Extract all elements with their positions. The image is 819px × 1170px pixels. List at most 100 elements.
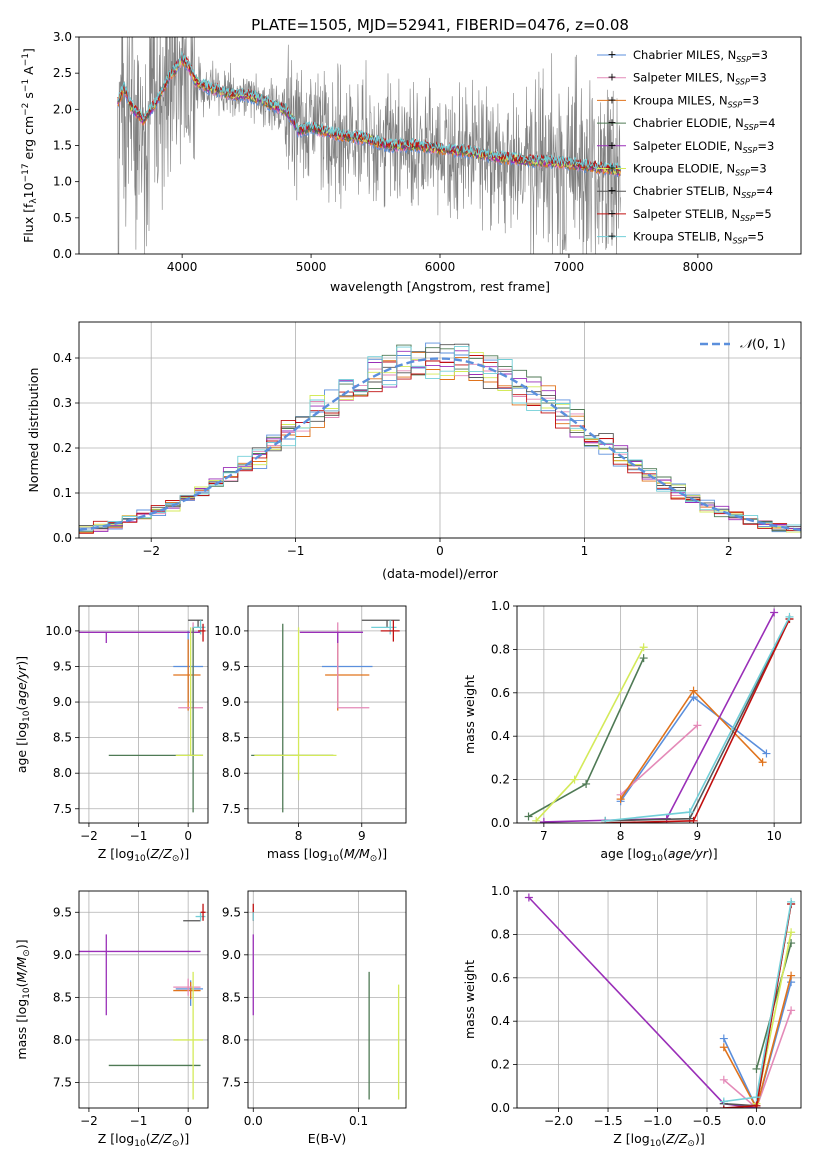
mass_weight_vs_Z-xtick-label-0: −2.0 bbox=[544, 1114, 573, 1128]
age_vs_mass-xtick-label-1: 9 bbox=[358, 829, 366, 843]
age_vs_mass-ytick-label-2: 8.5 bbox=[222, 731, 241, 745]
residuals-xtick-label-4: 2 bbox=[725, 544, 733, 558]
mass_weight_vs_age-ylabel: mass weight bbox=[462, 675, 477, 754]
mass_weight_vs_age-frame bbox=[516, 605, 802, 824]
age_vs_mass-ytick-label-4: 9.5 bbox=[222, 659, 241, 673]
age_vs_Z-ytick-label-2: 8.5 bbox=[53, 731, 72, 745]
mass_weight_vs_age-point-kroupa_miles-0 bbox=[616, 795, 625, 804]
spectrum-plot-area bbox=[117, 37, 621, 254]
age_vs_Z-xtick-label-2: 0 bbox=[184, 829, 192, 843]
legend-label-chabrier_stelib: Chabrier STELIB, NSSP=4 bbox=[633, 184, 773, 200]
age_vs_Z-xtick-label-0: −2 bbox=[80, 829, 98, 843]
age_vs_mass-ytick-label-3: 9.0 bbox=[222, 695, 241, 709]
mass_weight_vs_Z-line-kroupa_stelib bbox=[723, 901, 792, 1103]
mass_weight_vs_Z-point-kroupa_stelib-1 bbox=[752, 1093, 761, 1102]
mass_weight_vs_Z-point-salpeter_miles-2 bbox=[787, 1006, 796, 1015]
legend-marker-salpeter_stelib: + bbox=[607, 207, 616, 220]
legend-label-salpeter_miles: Salpeter MILES, NSSP=3 bbox=[633, 71, 767, 87]
mass_weight_vs_age-point-kroupa_elodie-2 bbox=[639, 643, 648, 652]
mass_weight_vs_age-point-kroupa_miles-2 bbox=[758, 758, 767, 767]
mass_vs_ebv-ytick-label-3: 9.0 bbox=[222, 948, 241, 962]
residuals-xlabel: (data-model)/error bbox=[382, 566, 499, 581]
mass_weight_vs_age-xlabel: age [log10(age/yr)] bbox=[600, 846, 717, 864]
mass_vs_Z-xtick-label-1: −1 bbox=[130, 1114, 148, 1128]
legend-marker-kroupa_miles: + bbox=[607, 93, 616, 106]
mass_weight_vs_Z-line-salpeter_elodie bbox=[528, 896, 757, 1108]
legend-label-salpeter_elodie: Salpeter ELODIE, NSSP=3 bbox=[633, 139, 774, 155]
mass_vs_Z-xtick-label-2: 0 bbox=[184, 1114, 192, 1128]
mass_weight_vs_Z-point-kroupa_miles-0 bbox=[719, 1043, 728, 1052]
spectrum-xtick-label-2: 6000 bbox=[425, 260, 456, 274]
residuals-ytick-label-4: 0.4 bbox=[53, 351, 72, 365]
hist-kroupa_stelib bbox=[79, 346, 801, 531]
mass_vs_ebv-xtick-label-0: 0.0 bbox=[244, 1114, 263, 1128]
mass_weight_vs_Z-line-salpeter_miles bbox=[723, 1010, 792, 1108]
residuals-legend-label: 𝒩(0, 1) bbox=[740, 336, 786, 351]
mass_weight_vs_age-xtick-label-1: 8 bbox=[617, 829, 625, 843]
spectrum-ytick-label-2: 1.0 bbox=[53, 175, 72, 189]
mass_weight_vs_age-point-kroupa_miles-1 bbox=[689, 686, 698, 695]
legend-marker-kroupa_elodie: + bbox=[607, 162, 616, 175]
spectrum-ytick-label-1: 0.5 bbox=[53, 211, 72, 225]
mass_vs_Z-frame bbox=[78, 890, 209, 1109]
mass_weight_vs_age-ytick-label-0: 0.0 bbox=[491, 816, 510, 830]
mass_weight_vs_Z-frame bbox=[516, 890, 802, 1109]
residuals-axes: −2 −1 0 1 2 0.0 0.1 0.2 0.3 0.4 bbox=[53, 322, 801, 558]
mass_weight_vs_Z-plot-area bbox=[524, 893, 796, 1108]
legend-marker-kroupa_stelib: + bbox=[607, 230, 616, 243]
legend-label-kroupa_stelib: Kroupa STELIB, NSSP=5 bbox=[633, 230, 764, 246]
mass_vs_ebv-ytick-label-2: 8.5 bbox=[222, 990, 241, 1004]
age_vs_mass-axes: 8 9 7.5 8.0 8.5 9.0 9.5 10.0 bbox=[214, 606, 406, 843]
mass_weight_vs_Z-point-kroupa_stelib-0 bbox=[719, 1097, 728, 1106]
mass_vs_ebv-ytick-label-4: 9.5 bbox=[222, 905, 241, 919]
hist-salpeter_elodie bbox=[79, 350, 801, 532]
mass_weight_vs_age-line-salpeter_miles bbox=[620, 724, 698, 796]
mass_vs_ebv-ytick-label-1: 8.0 bbox=[222, 1033, 241, 1047]
mass_weight_vs_age-point-chabrier_elodie-0 bbox=[524, 812, 533, 821]
residuals-xtick-label-1: −1 bbox=[287, 544, 305, 558]
spectrum-axes: 4000 5000 6000 7000 8000 0.0 0.5 1.0 1.5 2.0 2.5 3.… bbox=[53, 30, 713, 274]
mass_weight_vs_Z-point-kroupa_miles-2 bbox=[787, 971, 796, 980]
age_vs_mass-plot-area bbox=[251, 619, 400, 813]
age_vs_Z-xlabel: Z [log10(Z/Z⊙)] bbox=[98, 846, 189, 864]
mass_weight_vs_age-point-salpeter_elodie-0 bbox=[539, 817, 548, 823]
mass_weight_vs_age-xtick-label-0: 7 bbox=[540, 829, 548, 843]
hist-salpeter_stelib bbox=[79, 355, 801, 534]
legend-label-kroupa_miles: Kroupa MILES, NSSP=3 bbox=[633, 93, 759, 109]
mass_weight_vs_age-point-kroupa_stelib-2 bbox=[785, 612, 794, 621]
mass_weight_vs_Z-point-kroupa_stelib-2 bbox=[787, 897, 796, 906]
age_vs_Z-ytick-label-5: 10.0 bbox=[45, 624, 72, 638]
mass_vs_ebv-frame bbox=[247, 890, 407, 1109]
mass_weight_vs_age-ytick-label-1: 0.2 bbox=[491, 773, 510, 787]
residuals-ytick-label-3: 0.3 bbox=[53, 396, 72, 410]
mass_vs_Z-axes: −2 −1 0 7.5 8.0 8.5 9.0 9.5 bbox=[53, 891, 208, 1128]
mass_weight_vs_age-point-salpeter_stelib-1 bbox=[689, 816, 698, 823]
mass_weight_vs_Z-point-salpeter_stelib-1 bbox=[752, 1101, 761, 1108]
mass_weight_vs_age-point-chabrier_elodie-1 bbox=[582, 779, 591, 788]
mass_weight_vs_Z-xtick-label-4: 0.0 bbox=[747, 1114, 766, 1128]
mass_weight_vs_age-line-kroupa_miles bbox=[619, 689, 764, 800]
age_vs_mass-ytick-label-1: 8.0 bbox=[222, 766, 241, 780]
age_vs_Z-plot-area bbox=[79, 619, 206, 813]
mass_weight_vs_age-ytick-label-3: 0.6 bbox=[491, 686, 510, 700]
mass_weight_vs_age-xtick-label-2: 9 bbox=[694, 829, 702, 843]
mass_vs_Z-ytick-label-1: 8.0 bbox=[53, 1033, 72, 1047]
legend-marker-chabrier_elodie: + bbox=[607, 116, 616, 129]
mass_weight_vs_age-point-salpeter_miles-1 bbox=[693, 721, 702, 730]
mass_weight_vs_Z-xlabel: Z [log10(Z/Z⊙)] bbox=[613, 1131, 704, 1149]
mass_weight_vs_Z-xtick-label-2: −1.0 bbox=[643, 1114, 672, 1128]
mass_vs_ebv-ytick-label-0: 7.5 bbox=[222, 1075, 241, 1089]
mass_weight_vs_Z-xtick-label-1: −1.5 bbox=[593, 1114, 622, 1128]
legend-marker-chabrier_miles: + bbox=[607, 48, 616, 61]
spectrum-legend: + Chabrier MILES, NSSP=3 + Salpeter MILES, … bbox=[597, 48, 775, 246]
mass_weight_vs_age-point-salpeter_elodie-2 bbox=[770, 608, 779, 617]
mass_weight_vs_Z-point-chabrier_elodie-0 bbox=[752, 1064, 761, 1073]
mass_vs_ebv-axes: 0.0 0.1 7.5 8.0 8.5 9.0 9.5 bbox=[222, 891, 406, 1128]
mass_weight_vs_age-ytick-label-4: 0.8 bbox=[491, 642, 510, 656]
residuals-frame bbox=[78, 321, 802, 539]
mass_vs_ebv-plot-area bbox=[252, 903, 400, 1100]
mass_vs_ebv-xlabel: E(B-V) bbox=[308, 1131, 347, 1146]
legend-label-chabrier_elodie: Chabrier ELODIE, NSSP=4 bbox=[633, 116, 775, 132]
mass_weight_vs_age-ytick-label-2: 0.4 bbox=[491, 729, 510, 743]
gaussian-curve bbox=[79, 357, 801, 532]
